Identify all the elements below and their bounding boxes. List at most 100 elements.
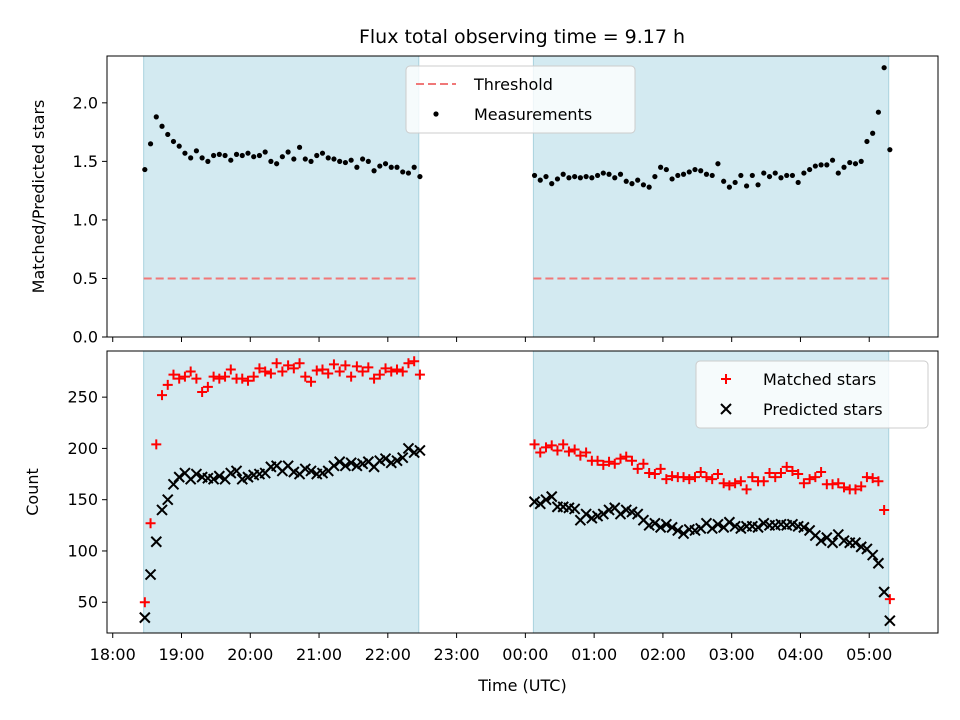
predicted-star-point (723, 516, 736, 528)
x-tick-label-18-00: 18:00 (90, 645, 136, 664)
measurement-point (239, 152, 245, 159)
matched-star-point (770, 472, 781, 483)
matched-star-point (403, 358, 414, 369)
matched-star-point (621, 451, 632, 462)
predicted-star-point (414, 444, 426, 457)
matched-star-point (804, 474, 815, 485)
predicted-star-point (144, 568, 157, 581)
predicted-star-point (190, 468, 203, 480)
matched-star-point (678, 472, 689, 483)
measurement-point (554, 176, 561, 182)
measurement-point (354, 164, 360, 170)
matched-star-point (214, 373, 225, 384)
matched-star-point (563, 446, 574, 457)
measurement-point (875, 109, 881, 115)
matched-star-point (758, 476, 769, 487)
matched-star-point (787, 465, 798, 476)
matched-star-point (552, 445, 563, 456)
measurement-point (749, 172, 755, 179)
matched-star-point (294, 358, 305, 369)
matched-star-point (391, 364, 402, 375)
measurement-point (165, 131, 171, 138)
matched-star-point (827, 479, 838, 490)
matched-star-point (283, 360, 294, 371)
measurement-point (302, 156, 308, 162)
matched-star-point (374, 369, 385, 380)
predicted-star-point (391, 455, 403, 467)
matched-star-point (369, 373, 380, 384)
predicted-star-point (345, 457, 357, 469)
matched-star-point (168, 369, 179, 380)
matched-star-point (798, 478, 809, 489)
predicted-star-point (534, 498, 546, 510)
matched-star-point (174, 373, 185, 384)
threshold-legend-label: Threshold (473, 75, 553, 94)
matched-star-point (380, 363, 391, 374)
measurement-point (801, 170, 807, 176)
predicted-star-point (752, 521, 764, 534)
measurement-point (348, 157, 354, 163)
count-y-tick-label: 200 (67, 439, 98, 458)
count-legend-frame (695, 360, 929, 429)
measurement-point (296, 144, 303, 150)
matched-star-point (873, 476, 884, 487)
matched-legend-label: Matched stars (763, 370, 876, 389)
matched-star-point (323, 368, 334, 379)
measurement-point (245, 150, 251, 156)
x-tick-label-02-00: 02:00 (640, 645, 686, 664)
count-y-tick-label: 150 (67, 490, 98, 509)
x-tick-label-03-00: 03:00 (709, 645, 755, 664)
matched-star-point (242, 375, 253, 386)
x-axis-label: Time (UTC) (477, 676, 566, 695)
measurement-point (755, 182, 761, 188)
predicted-star-point (580, 508, 592, 520)
predicted-star-point (139, 611, 151, 624)
measurement-point (360, 156, 366, 162)
matched-legend-swatch (721, 374, 731, 384)
matched-star-point (535, 447, 546, 458)
measurement-point (721, 178, 727, 184)
measurement-point (795, 179, 801, 186)
matched-star-point (793, 469, 804, 480)
predicted-star-point (568, 503, 581, 515)
measurement-point (147, 141, 154, 147)
matched-star-point (277, 366, 288, 377)
measurement-point (377, 163, 383, 169)
measurement-point (331, 156, 337, 162)
matched-star-point (764, 468, 775, 479)
measurement-point (623, 178, 629, 184)
matched-star-point (529, 439, 540, 450)
count-observing-window-1 (143, 350, 420, 634)
predicted-star-point (230, 465, 243, 477)
predicted-star-point (167, 478, 180, 491)
ratio-y-tick-label: 1.5 (73, 152, 98, 171)
measurement-point (319, 150, 326, 156)
measurement-point (617, 171, 624, 177)
count-legend: Matched stars Predicted stars (695, 360, 929, 429)
matched-star-point (747, 472, 758, 483)
predicted-star-point (706, 522, 718, 535)
predicted-star-point (884, 614, 896, 627)
predicted-star-point (402, 442, 415, 455)
matched-star-point (856, 481, 867, 492)
measurement-point (606, 171, 612, 177)
matched-star-point (604, 456, 615, 467)
matched-star-point (157, 390, 168, 401)
count-panel: 50 100 150 200 250 18:00 19:00 20:00 21:00 22:00… (23, 350, 939, 695)
ratio-y-tick-label: 0.5 (73, 269, 98, 288)
measurement-point (698, 168, 704, 174)
matched-star-point (191, 373, 202, 384)
measurement-point (835, 170, 841, 176)
measurement-point (400, 169, 406, 175)
measurement-point (572, 173, 578, 180)
measurement-point (864, 138, 870, 145)
matched-star-point (884, 594, 895, 605)
matched-star-point (816, 467, 827, 478)
x-tick-label-01-00: 01:00 (571, 645, 617, 664)
measurement-point (365, 158, 371, 164)
measurement-point (881, 65, 887, 71)
matched-star-point (220, 371, 231, 382)
measurement-point (537, 177, 543, 183)
measurement-point (732, 179, 738, 186)
matched-star-point (300, 371, 311, 382)
